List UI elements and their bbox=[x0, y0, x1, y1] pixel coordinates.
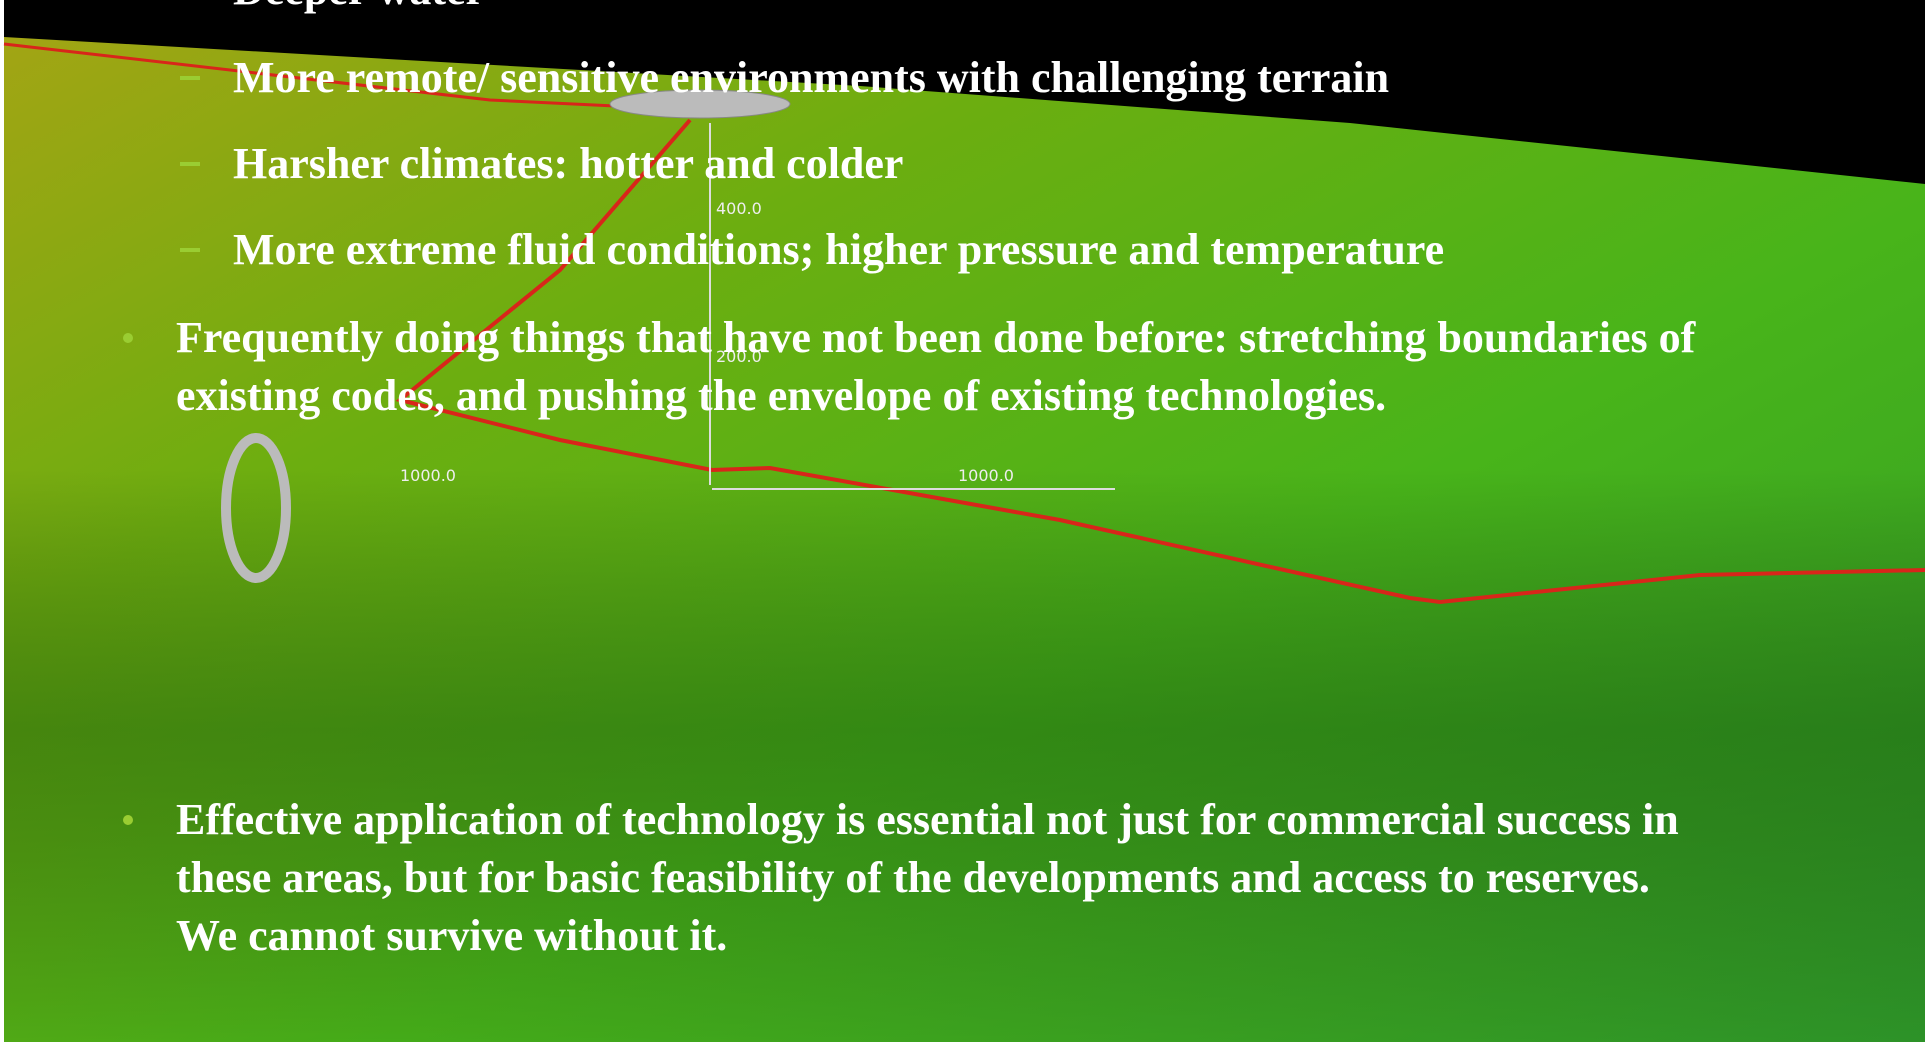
bullet-line: these areas, but for basic feasibility o… bbox=[176, 853, 1650, 902]
dash bbox=[180, 248, 200, 252]
terrain-label: 400.0 bbox=[716, 199, 762, 218]
bullet-line: existing codes, and pushing the envelope… bbox=[176, 371, 1386, 420]
bullet-dot bbox=[123, 333, 133, 343]
sub-item: Deeper water bbox=[233, 0, 485, 14]
bullet-dot bbox=[123, 815, 133, 825]
page: 400.0200.01000.01000.0 Deeper waterMore … bbox=[0, 0, 1925, 1042]
dash bbox=[180, 162, 200, 166]
bullet-line: We cannot survive without it. bbox=[176, 911, 727, 960]
dash bbox=[180, 76, 200, 80]
bullet-line: Effective application of technology is e… bbox=[176, 795, 1679, 844]
bullet-line: Frequently doing things that have not be… bbox=[176, 313, 1697, 362]
slide: 400.0200.01000.01000.0 Deeper waterMore … bbox=[0, 0, 1925, 1042]
sub-item: More remote/ sensitive environments with… bbox=[233, 53, 1389, 102]
terrain-label: 1000.0 bbox=[400, 466, 456, 485]
sub-item: Harsher climates: hotter and colder bbox=[233, 139, 903, 188]
sub-item: More extreme fluid conditions; higher pr… bbox=[233, 225, 1444, 274]
terrain-label: 1000.0 bbox=[958, 466, 1014, 485]
